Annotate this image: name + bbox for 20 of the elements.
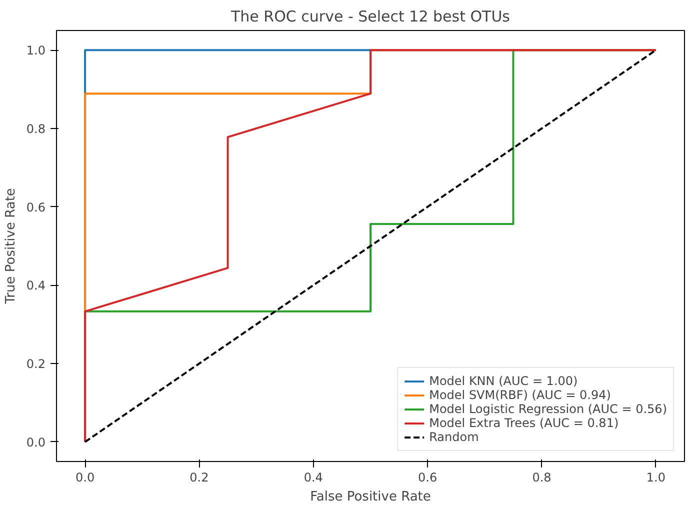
- x-tick-label: 0.0: [76, 470, 95, 484]
- y-tick-label: 0.0: [26, 435, 46, 450]
- y-tick-label: 0.4: [26, 278, 46, 293]
- legend-label: Model Logistic Regression (AUC = 0.56): [429, 402, 667, 416]
- x-tick-label: 0.2: [190, 470, 209, 484]
- legend-label: Random: [429, 430, 479, 444]
- y-tick-label: 0.8: [26, 122, 46, 136]
- legend-label: Model SVM(RBF) (AUC = 0.94): [429, 388, 611, 402]
- y-axis-title: True Positive Rate: [3, 188, 18, 305]
- legend-label: Model KNN (AUC = 1.00): [429, 374, 578, 388]
- y-tick-label: 0.2: [26, 357, 46, 372]
- legend-label: Model Extra Trees (AUC = 0.81): [429, 416, 619, 430]
- x-axis-title: False Positive Rate: [310, 490, 431, 504]
- x-tick-label: 0.8: [532, 470, 552, 484]
- y-tick-label: 0.6: [26, 200, 46, 214]
- chart-title: The ROC curve - Select 12 best OTUs: [230, 8, 510, 26]
- x-tick-label: 0.4: [304, 470, 323, 484]
- x-tick-label: 1.0: [646, 470, 666, 484]
- x-tick-label: 0.6: [418, 470, 438, 484]
- y-tick-label: 1.0: [26, 44, 46, 58]
